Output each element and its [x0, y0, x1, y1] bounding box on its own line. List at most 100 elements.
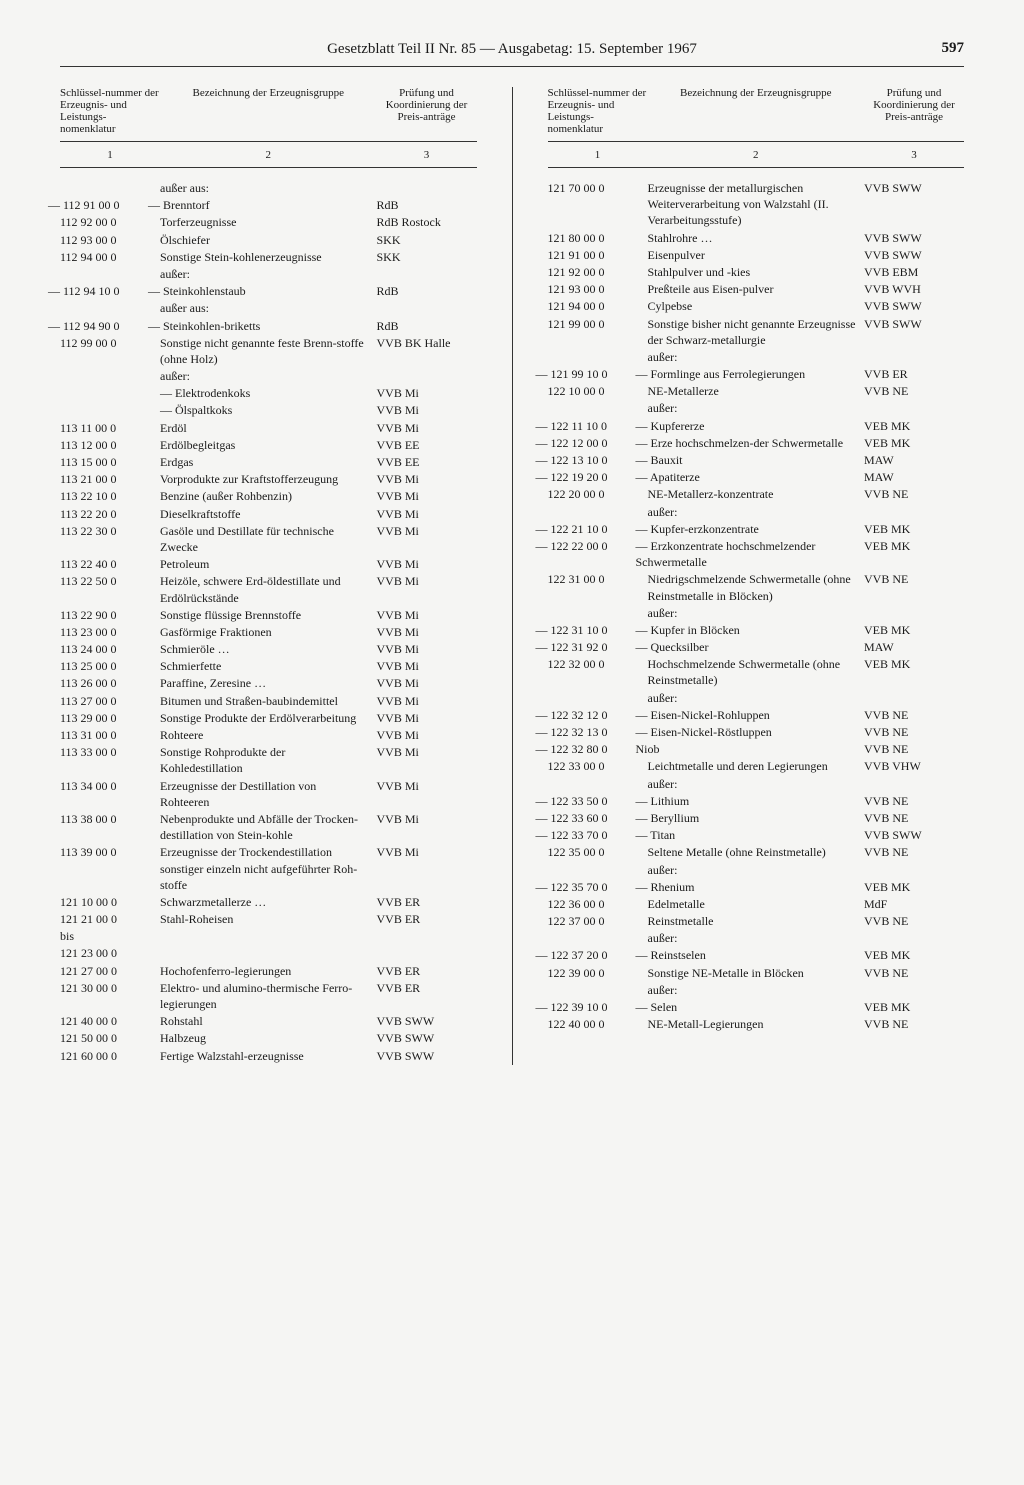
- table-row: — 122 32 13 0— Eisen-Nickel-RöstluppenVV…: [548, 724, 965, 740]
- cell-description: NE-Metallerze: [648, 383, 865, 399]
- cell-code: [548, 776, 648, 792]
- table-row: 121 70 00 0Erzeugnisse der metallurgisch…: [548, 180, 965, 229]
- cell-code: — 122 33 60 0: [536, 810, 636, 826]
- cell-description: Halbzeug: [160, 1030, 377, 1046]
- cell-code: 112 92 00 0: [60, 214, 160, 230]
- cell-authority: RdB Rostock: [377, 214, 477, 230]
- cell-description: Elektro- und alumino-thermische Ferro-le…: [160, 980, 377, 1012]
- page-number: 597: [942, 40, 965, 57]
- cell-code: 113 24 00 0: [60, 641, 160, 657]
- cell-code: 122 20 00 0: [548, 486, 648, 502]
- cell-code: — 112 94 10 0: [48, 283, 148, 299]
- cell-code: 113 38 00 0: [60, 811, 160, 843]
- cell-description: — Erze hochschmelzen-der Schwermetalle: [636, 435, 865, 451]
- cell-authority: VEB MK: [864, 538, 964, 570]
- cell-code: [60, 368, 160, 384]
- cell-description: Stahl-Roheisen: [160, 911, 377, 927]
- cell-description: Sonstige nicht genannte feste Brenn-stof…: [160, 335, 377, 367]
- cell-description: Sonstige Stein-kohlenerzeugnisse: [160, 249, 377, 265]
- cell-description: Fertige Walzstahl-erzeugnisse: [160, 1048, 377, 1064]
- cell-code: 113 25 00 0: [60, 658, 160, 674]
- cell-authority: VVB SWW: [864, 316, 964, 348]
- table-row: 113 23 00 0Gasförmige FraktionenVVB Mi: [60, 624, 477, 640]
- cell-authority: [864, 349, 964, 365]
- cell-description: Reinstmetalle: [648, 913, 865, 929]
- cell-description: Cylpebse: [648, 298, 865, 314]
- cell-code: 113 22 10 0: [60, 488, 160, 504]
- table-row: 122 40 00 0NE-Metall-LegierungenVVB NE: [548, 1016, 965, 1032]
- table-row: — 122 21 10 0— Kupfer-erzkonzentrateVEB …: [548, 521, 965, 537]
- table-row: bis: [60, 928, 477, 944]
- cell-description: — Lithium: [636, 793, 865, 809]
- cell-code: 113 15 00 0: [60, 454, 160, 470]
- cell-code: — 121 99 10 0: [536, 366, 636, 382]
- cell-description: außer:: [648, 504, 865, 520]
- cell-code: 113 29 00 0: [60, 710, 160, 726]
- cell-description: außer:: [648, 930, 865, 946]
- cell-authority: VVB Mi: [377, 420, 477, 436]
- cell-authority: VVB Mi: [377, 471, 477, 487]
- cell-authority: [377, 945, 477, 961]
- table-row: — 122 19 20 0— ApatiterzeMAW: [548, 469, 965, 485]
- cell-authority: VVB Mi: [377, 710, 477, 726]
- cell-code: 121 23 00 0: [60, 945, 160, 961]
- cell-description: Ölschiefer: [160, 232, 377, 248]
- cell-code: 113 23 00 0: [60, 624, 160, 640]
- table-row: 122 39 00 0Sonstige NE-Metalle in Blöcke…: [548, 965, 965, 981]
- table-row: 122 10 00 0NE-MetallerzeVVB NE: [548, 383, 965, 399]
- table-row: — 122 39 10 0— SelenVEB MK: [548, 999, 965, 1015]
- cell-code: — 122 31 10 0: [536, 622, 636, 638]
- cell-description: — Eisen-Nickel-Röstluppen: [636, 724, 865, 740]
- cell-code: 121 21 00 0: [60, 911, 160, 927]
- cell-code: — 122 32 13 0: [536, 724, 636, 740]
- cell-code: — 122 31 92 0: [536, 639, 636, 655]
- cell-description: Rohteere: [160, 727, 377, 743]
- cell-code: 122 33 00 0: [548, 758, 648, 774]
- cell-authority: VVB VHW: [864, 758, 964, 774]
- cell-description: Dieselkraftstoffe: [160, 506, 377, 522]
- cell-authority: VVB SWW: [377, 1048, 477, 1064]
- table-row: außer:: [548, 349, 965, 365]
- cell-authority: [864, 504, 964, 520]
- cell-code: — 122 22 00 0: [536, 538, 636, 570]
- table-row: — 122 12 00 0— Erze hochschmelzen-der Sc…: [548, 435, 965, 451]
- cell-description: — Selen: [636, 999, 865, 1015]
- cell-description: außer:: [648, 400, 865, 416]
- table-row: — 112 91 00 0— BrenntorfRdB: [60, 197, 477, 213]
- cell-description: Schwarzmetallerze …: [160, 894, 377, 910]
- cell-description: — Beryllium: [636, 810, 865, 826]
- cell-description: — Apatiterze: [636, 469, 865, 485]
- cell-code: — 122 19 20 0: [536, 469, 636, 485]
- cell-code: 122 36 00 0: [548, 896, 648, 912]
- cell-authority: VVB WVH: [864, 281, 964, 297]
- cell-authority: VVB NE: [864, 707, 964, 723]
- cell-description: Seltene Metalle (ohne Reinstmetalle): [648, 844, 865, 860]
- table-row: 112 99 00 0Sonstige nicht genannte feste…: [60, 335, 477, 367]
- table-row: 121 60 00 0Fertige Walzstahl-erzeugnisse…: [60, 1048, 477, 1064]
- cell-code: 121 92 00 0: [548, 264, 648, 280]
- cell-code: [548, 862, 648, 878]
- table-row: 113 26 00 0Paraffine, Zeresine …VVB Mi: [60, 675, 477, 691]
- cell-code: [548, 930, 648, 946]
- cell-code: 121 91 00 0: [548, 247, 648, 263]
- cell-code: 113 12 00 0: [60, 437, 160, 453]
- cell-authority: MAW: [864, 469, 964, 485]
- cell-description: Erdöl: [160, 420, 377, 436]
- cell-authority: VVB NE: [864, 724, 964, 740]
- table-row: 113 34 00 0Erzeugnisse der Destillation …: [60, 778, 477, 810]
- cell-code: [548, 690, 648, 706]
- cell-authority: VVB Mi: [377, 624, 477, 640]
- cell-description: — Eisen-Nickel-Rohluppen: [636, 707, 865, 723]
- table-row: 113 22 10 0Benzine (außer Rohbenzin)VVB …: [60, 488, 477, 504]
- cell-description: — Rhenium: [636, 879, 865, 895]
- cell-code: 121 40 00 0: [60, 1013, 160, 1029]
- table-row: 113 33 00 0Sonstige Rohprodukte der Kohl…: [60, 744, 477, 776]
- cell-authority: VVB NE: [864, 810, 964, 826]
- cell-authority: [864, 982, 964, 998]
- cell-description: Erzeugnisse der metallurgischen Weiterve…: [648, 180, 865, 229]
- cell-code: 113 39 00 0: [60, 844, 160, 893]
- cell-description: — Quecksilber: [636, 639, 865, 655]
- cell-description: außer:: [648, 982, 865, 998]
- right-column: Schlüssel-nummer der Erzeugnis- und Leis…: [548, 87, 965, 1065]
- left-table-body: außer aus:— 112 91 00 0— BrenntorfRdB112…: [60, 180, 477, 1064]
